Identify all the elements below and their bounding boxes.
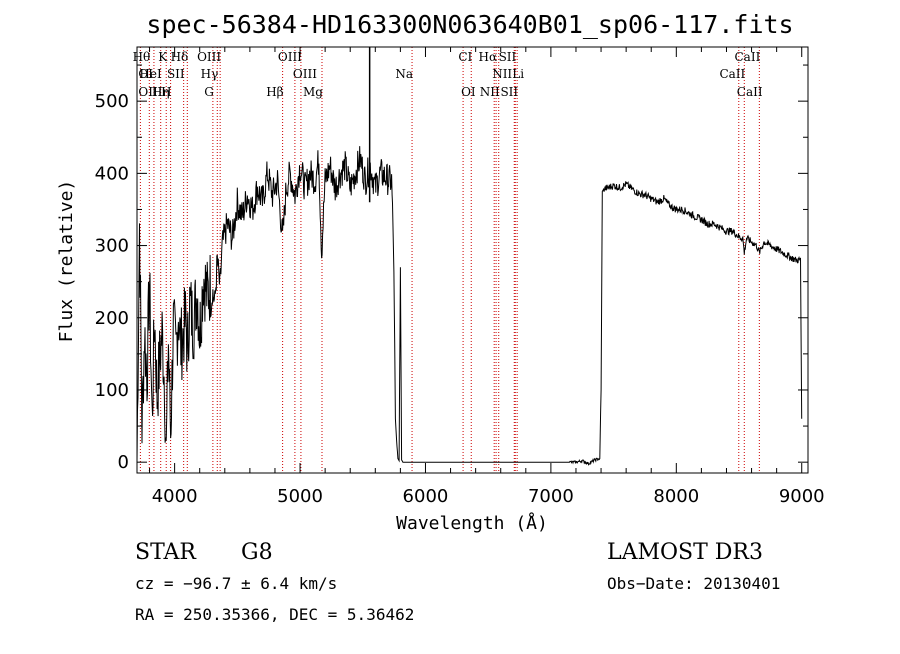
plot-frame [136,46,809,474]
spectral-line-label: OI [461,85,476,99]
spectral-line-label: CI [458,50,472,64]
spectral-line-label: OI [138,67,153,81]
spectral-line-label: Hθ [133,50,151,64]
spectral-line-label: K [158,50,168,64]
x-tick-label: 5000 [277,486,323,507]
redshift-cz: cz = −96.7 ± 6.4 km/s [135,574,337,593]
spectral-line-label: CaII [737,85,763,99]
spectral-line-label: Hγ [201,67,219,81]
spectral-line-label: OIII [293,67,317,81]
y-tick-label: 100 [95,380,129,401]
spectral-line-label: G [204,85,214,99]
spectral-line-label: Na [395,67,413,81]
object-class: STAR [135,540,197,565]
line-markers [139,47,760,473]
spectral-line-label: SII [167,67,185,81]
flux-series [136,146,803,466]
y-tick-label: 200 [95,308,129,329]
obs-date: Obs−Date: 20130401 [607,574,780,593]
x-axis-ticks: 4000 5000 6000 7000 8000 9000 [149,47,825,507]
series-group [136,47,803,466]
y-tick-label: 500 [95,91,129,112]
survey-name: LAMOST DR3 [607,540,763,565]
spectral-line-label: HeI [139,67,162,81]
spectral-line-label: Li [512,67,524,81]
spectral-line-label: NII [480,85,500,99]
spectral-line-label: Hα [479,50,498,64]
spectral-line-label: Hδ [171,50,189,64]
spectral-line-label: Hη [152,85,170,99]
spectral-line-label: H [161,85,171,99]
subclass: G8 [241,540,273,565]
x-tick-label: 4000 [152,486,198,507]
spectral-line-label: OIII [278,50,302,64]
x-axis-label: Wavelength (Å) [396,512,548,534]
spectral-line-label: Hβ [266,85,283,99]
spectral-line-label: SII [500,85,518,99]
spectral-line-label: Mg [303,85,323,99]
spectral-line-label: SII [499,50,517,64]
y-tick-label: 300 [95,236,129,257]
chart-title: spec-56384-HD163300N063640B01_sp06-117.f… [146,10,793,39]
x-tick-label: 9000 [779,486,825,507]
spectral-line-label: NII [492,67,512,81]
x-tick-label: 8000 [653,486,699,507]
y-axis-label: Flux (relative) [56,180,77,343]
spectral-line-label: OIII [197,50,221,64]
spectral-line-label: CaII [719,67,745,81]
y-tick-label: 400 [95,163,129,184]
y-tick-label: 0 [118,452,129,473]
spectral-line-label: OIII [138,85,162,99]
y-axis-ticks: 0 100 200 300 400 500 [95,64,808,473]
x-tick-label: 7000 [528,486,574,507]
x-tick-label: 6000 [403,486,449,507]
spectral-line-label: CaII [735,50,761,64]
coordinates: RA = 250.35366, DEC = 5.36462 [135,605,414,624]
